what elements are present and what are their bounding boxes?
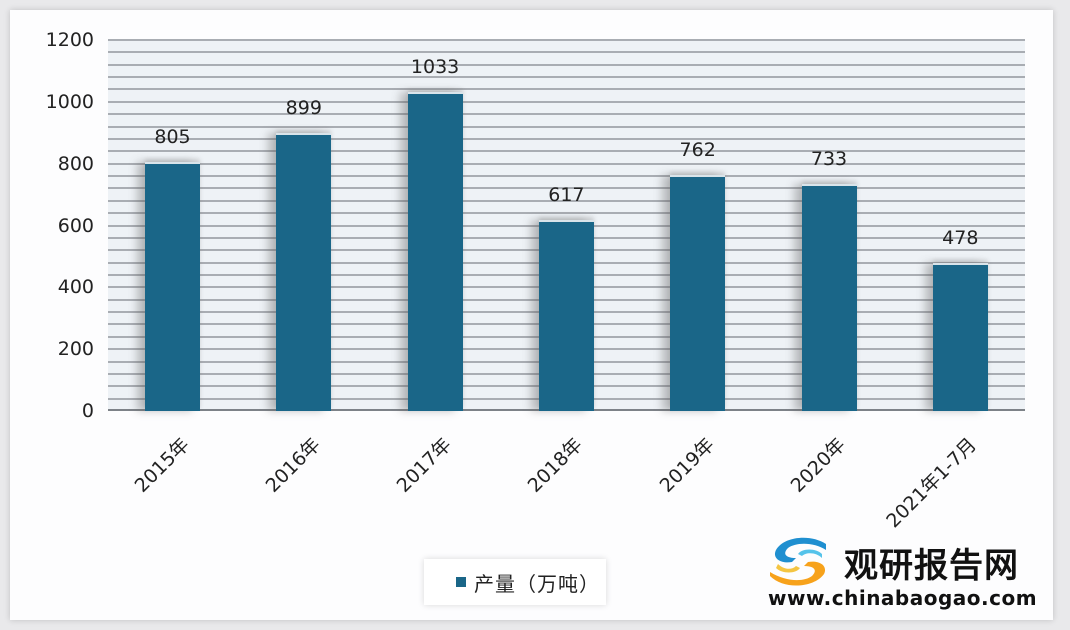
legend: 产量（万吨） — [424, 559, 606, 605]
y-tick-label: 800 — [57, 152, 94, 175]
y-tick-label: 1200 — [45, 29, 94, 51]
gridline — [108, 175, 1025, 178]
y-axis: 0 200 400 600 800 1000 1200 — [0, 29, 94, 422]
bar — [538, 220, 594, 411]
bar — [801, 184, 857, 411]
bar-value-label: 733 — [810, 148, 848, 171]
y-tick-label: 0 — [81, 400, 94, 422]
legend-swatch — [456, 577, 466, 587]
gridline — [108, 88, 1025, 91]
gridline — [108, 113, 1025, 116]
legend-label: 产量（万吨） — [474, 571, 600, 596]
gridline — [108, 199, 1025, 202]
gridline — [108, 125, 1025, 128]
gridline — [108, 212, 1025, 215]
gridline — [108, 76, 1025, 79]
chinabaogao-logo-icon — [770, 537, 826, 586]
y-tick-label: 1000 — [45, 90, 94, 113]
watermark-title: 观研报告网 — [844, 546, 1019, 586]
watermark-url: www.chinabaogao.com — [768, 586, 1038, 610]
gridline — [108, 100, 1025, 103]
bar-value-label: 899 — [285, 97, 322, 120]
gridline — [108, 137, 1025, 140]
gridline — [108, 162, 1025, 165]
bar — [932, 263, 988, 411]
watermark-logo: 观研报告网 www.chinabaogao.com — [766, 536, 1038, 616]
bar-value-label: 762 — [679, 139, 716, 162]
bar-value-label: 1033 — [410, 55, 460, 78]
y-tick-label: 400 — [57, 276, 94, 299]
gridline — [108, 150, 1025, 153]
bar — [145, 162, 200, 411]
gridline — [108, 63, 1025, 66]
bar — [407, 91, 463, 411]
y-tick-label: 200 — [57, 338, 94, 361]
bar-value-label: 617 — [548, 184, 585, 207]
gridline — [108, 51, 1025, 54]
gridline — [108, 39, 1025, 41]
y-tick-label: 600 — [57, 214, 94, 237]
bar-value-label: 805 — [154, 126, 191, 149]
bar — [670, 175, 726, 411]
gridline — [108, 187, 1025, 190]
bar — [276, 133, 332, 411]
bar-value-label: 478 — [942, 227, 979, 250]
